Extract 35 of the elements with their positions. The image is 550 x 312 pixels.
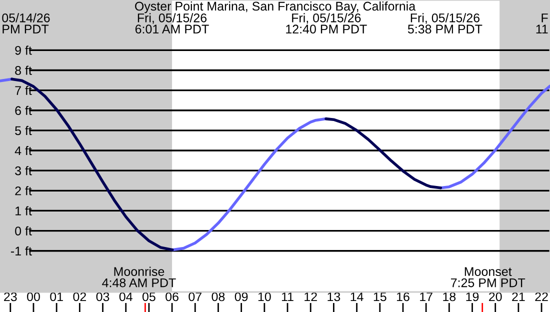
x-tick-label: 23 [4,292,17,302]
x-tick-label: 07 [188,292,202,302]
x-tick-label: 05 [142,292,156,302]
chart-title: Oyster Point Marina, San Francisco Bay, California [135,1,416,14]
x-tick-label: 09 [234,292,248,302]
x-tick-label: 12 [304,292,317,302]
x-tick-label: 14 [350,292,364,302]
x-tick-label: 17 [420,292,432,302]
x-tick-label: 21 [512,292,525,302]
x-tick-label: 06 [166,292,178,302]
y-tick-label: 3 ft [15,166,32,176]
annotation: Moonrise 4:48 AM PDT [102,266,176,288]
x-tick-label: 11 [282,292,294,302]
annotation: Moonset 7:25 PM PDT [450,267,526,288]
x-tick-label: 19 [466,292,479,302]
x-tick-label: 08 [212,292,225,302]
y-tick-label: 5 ft [15,126,32,136]
x-tick-label: 16 [396,292,410,302]
x-tick-label: 03 [96,292,110,302]
x-tick-label: 15 [374,292,386,302]
x-tick-label: 01 [50,292,63,302]
x-tick-label: 10 [258,292,271,302]
x-tick-label: 13 [328,292,340,302]
x-tick-label: 02 [73,292,86,302]
x-tick-label: 00 [27,292,40,302]
annotation: Fri, 05/15/26 12:40 PM PDT [286,13,367,34]
annotation: Fri, 05/15/26 6:01 AM PDT [135,13,209,34]
annotation: F 11 [536,14,548,34]
x-tick-label: 20 [489,292,502,302]
y-tick-label: 4 ft [14,146,32,156]
annotation: Fri, 05/15/26 5:38 PM PDT [408,13,482,34]
x-tick-label: 18 [443,292,456,302]
x-tick-label: 04 [119,292,132,302]
x-tick-label: 22 [535,292,548,302]
annotation: 05/14/26 PM PDT [2,13,50,34]
